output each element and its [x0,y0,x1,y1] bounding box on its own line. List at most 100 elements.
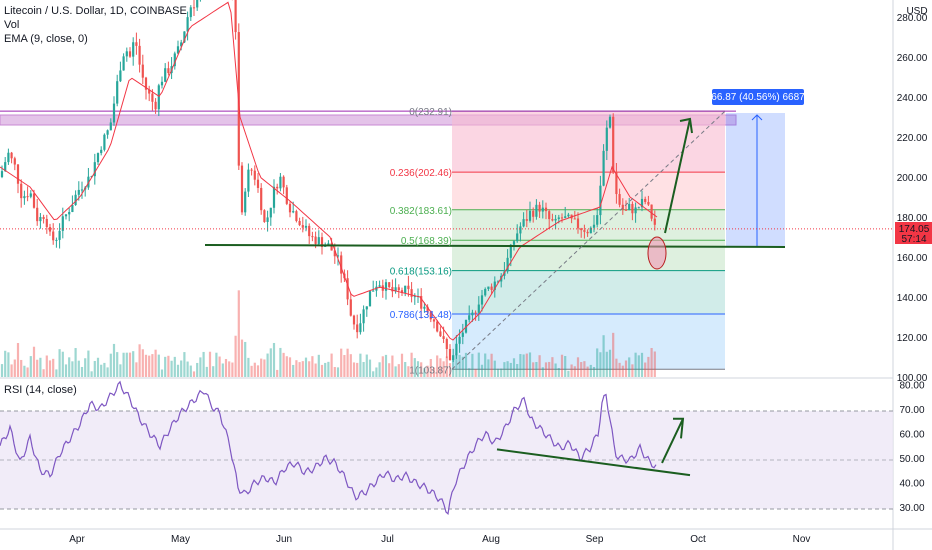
candle [538,201,541,218]
candle [164,63,167,83]
candle [125,47,128,62]
volume-bar [522,354,525,377]
volume-bar [448,363,452,377]
fib-zone [452,314,725,370]
volume-bar [180,360,183,377]
candle [516,224,519,243]
volume-bar [23,365,26,377]
volume-bar [394,366,397,377]
price-range-measure[interactable] [726,113,785,247]
candle [397,284,400,299]
candle [192,0,196,16]
volume-bar [512,358,516,377]
volume-bar [292,364,295,377]
candle [400,287,404,297]
volume-bar [375,367,378,377]
candle [487,286,490,292]
volume-bar [612,332,615,377]
bounce-highlight-ellipse[interactable] [647,236,667,270]
volume-bar [122,352,125,377]
volume-bar [420,362,423,377]
volume-bar [282,352,285,377]
candle [445,337,448,359]
volume-bar [100,364,103,377]
candle [484,287,487,297]
time-tick-label: Aug [482,534,500,545]
candle [439,326,442,337]
candle [157,83,160,117]
volume-bar [173,356,176,377]
support-trendline[interactable] [204,244,786,248]
candle [160,76,164,89]
fib-level-label: 0.786(131.48) [390,310,452,321]
volume-bar [583,361,586,377]
candle [583,224,586,239]
ema-label[interactable]: EMA (9, close, 0) [4,33,88,45]
volume-bar [263,359,266,377]
candle [615,163,618,204]
volume-bar [554,363,557,377]
volume-bar [84,358,87,377]
volume-bar [551,357,554,377]
volume-bar [311,356,314,377]
price-tick-label: 160.00 [897,253,928,264]
volume-bar [128,352,132,377]
volume-bar [16,343,20,377]
price-axis[interactable]: 100.00 120.00 140.00 160.00 180.00 200.00 220.… [897,13,928,384]
resistance-zone[interactable] [0,114,737,126]
volume-bar [628,357,631,377]
candle [132,37,135,66]
candle [378,280,381,288]
volume-bar [208,351,212,377]
candle [336,247,340,266]
vol-label[interactable]: Vol [4,19,20,31]
volume-bar [0,364,4,377]
volume-bar [189,365,192,377]
candle [493,276,496,298]
projection-arrow[interactable] [664,117,693,234]
price-tick-label: 240.00 [897,93,928,104]
candle [189,5,192,22]
currency-label: USD [906,6,927,17]
candle [490,283,493,295]
candle [522,212,525,228]
volume-bar [532,362,535,377]
rsi-arrow[interactable] [661,417,685,464]
volume-bar [237,290,240,377]
rsi-label[interactable]: RSI (14, close) [4,384,77,396]
candle [586,229,589,237]
volume-bar [298,362,301,377]
candle [576,212,580,234]
candle [285,184,288,206]
candle [599,175,602,225]
volume-bar [176,364,180,377]
candle [298,217,301,227]
volume-bar [285,356,288,377]
candle [96,152,100,165]
volume-bar [234,335,237,377]
candle [20,179,23,208]
volume-bar [397,364,400,377]
symbol-title[interactable]: Litecoin / U.S. Dollar, 1D, COINBASE [4,5,187,17]
fib-zone [452,111,725,173]
fib-retracement-zones[interactable] [0,110,736,370]
volume-bar [407,366,410,377]
time-tick-label: May [171,534,190,545]
candle [68,208,71,222]
volume-bar [13,359,16,377]
candle [653,210,656,231]
rsi-axis[interactable]: 30.00 40.00 50.00 60.00 70.00 80.00 [899,381,924,515]
volume-bar [356,362,359,377]
candle [272,179,276,214]
rsi-legend: RSI (14, close) [4,383,77,397]
candle [618,188,621,208]
volume-bar [196,362,199,377]
candle [506,249,509,274]
volume-bar [455,353,458,377]
price-tick-label: 200.00 [897,173,928,184]
rsi-divergence-line[interactable] [496,448,691,477]
time-axis[interactable]: Apr May Jun Jul Aug Sep Oct Nov [69,534,810,545]
volume-bar [452,355,455,377]
